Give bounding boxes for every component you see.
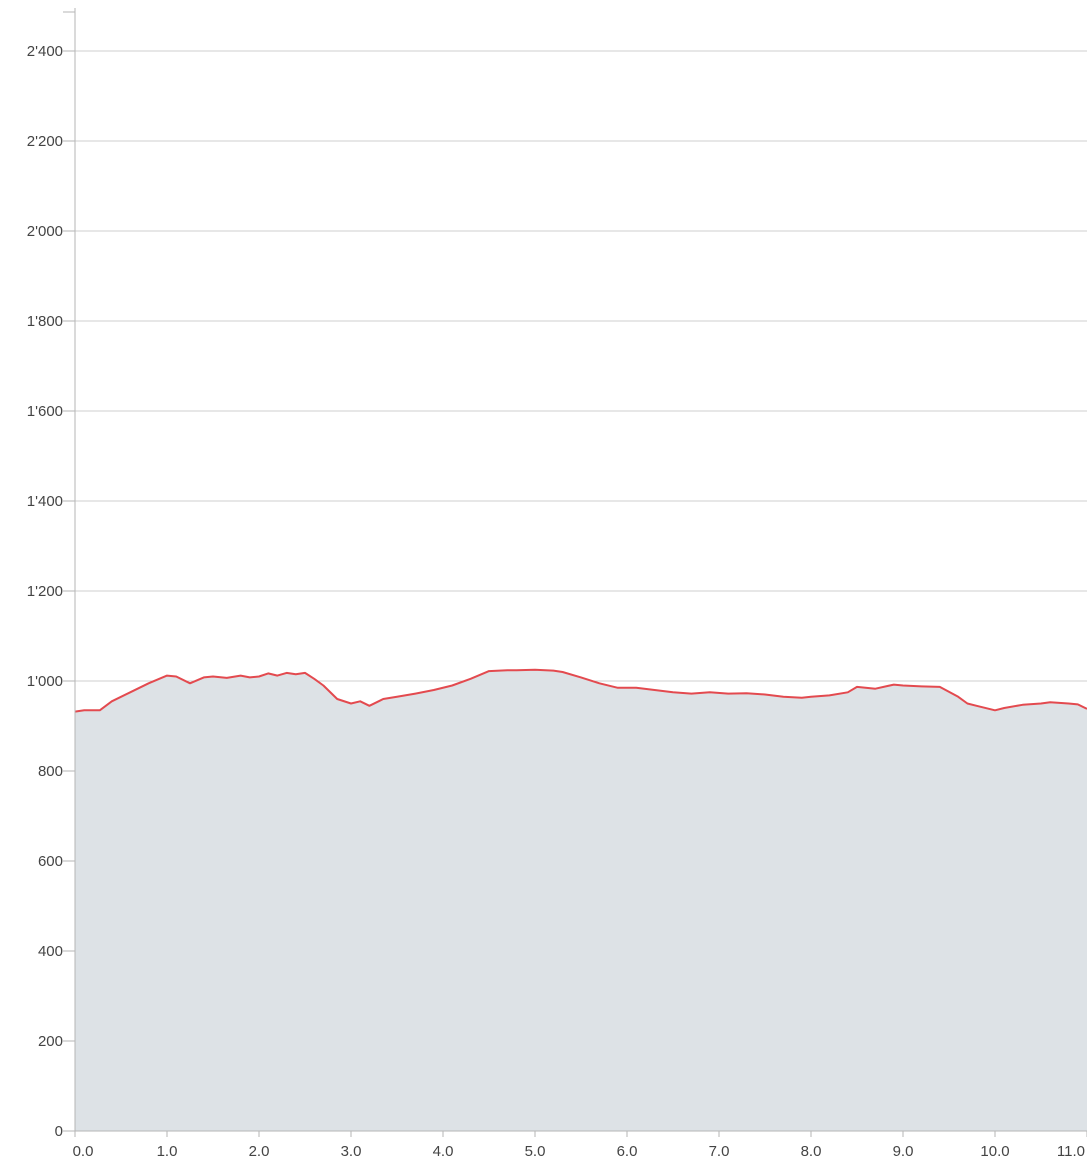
x-tick-label: 11.0 xyxy=(1057,1143,1085,1160)
x-axis-tick-labels: 0.0 1.0 2.0 3.0 4.0 5.0 6.0 7.0 8.0 9.0 10.0 11.0 xyxy=(73,1143,1085,1160)
x-tick-label: 10.0 xyxy=(980,1143,1009,1160)
y-tick-label: 2'200 xyxy=(27,133,63,150)
y-tick-label: 2'400 xyxy=(27,43,63,60)
x-tick-label: 1.0 xyxy=(157,1143,178,1160)
y-tick-label: 1'800 xyxy=(27,313,63,330)
x-tick-label: 4.0 xyxy=(433,1143,454,1160)
elevation-line xyxy=(74,668,1087,713)
y-tick-label: 1'000 xyxy=(27,673,63,690)
x-tick-label: 0.0 xyxy=(73,1143,94,1160)
x-tick-label: 8.0 xyxy=(801,1143,822,1160)
x-tick-label: 9.0 xyxy=(893,1143,914,1160)
x-tick-label: 7.0 xyxy=(709,1143,730,1160)
y-tick-label: 400 xyxy=(38,943,63,960)
elevation-area-fill xyxy=(75,669,1087,1131)
y-tick-label: 1'600 xyxy=(27,403,63,420)
y-tick-label: 2'000 xyxy=(27,223,63,240)
y-tick-label: 200 xyxy=(38,1033,63,1050)
plot-area xyxy=(74,668,1087,1131)
x-tick-label: 3.0 xyxy=(341,1143,362,1160)
axes xyxy=(63,8,1087,1137)
x-tick-label: 2.0 xyxy=(249,1143,270,1160)
y-tick-label: 600 xyxy=(38,853,63,870)
y-tick-label: 1'200 xyxy=(27,583,63,600)
x-tick-label: 5.0 xyxy=(525,1143,546,1160)
x-tick-label: 6.0 xyxy=(617,1143,638,1160)
y-tick-label: 800 xyxy=(38,763,63,780)
y-axis-tick-labels: 0 200 400 600 800 1'000 1'200 1'400 1'600 1'800 2'… xyxy=(27,43,63,1140)
y-tick-label: 1'400 xyxy=(27,493,63,510)
y-tick-label: 0 xyxy=(55,1123,63,1140)
